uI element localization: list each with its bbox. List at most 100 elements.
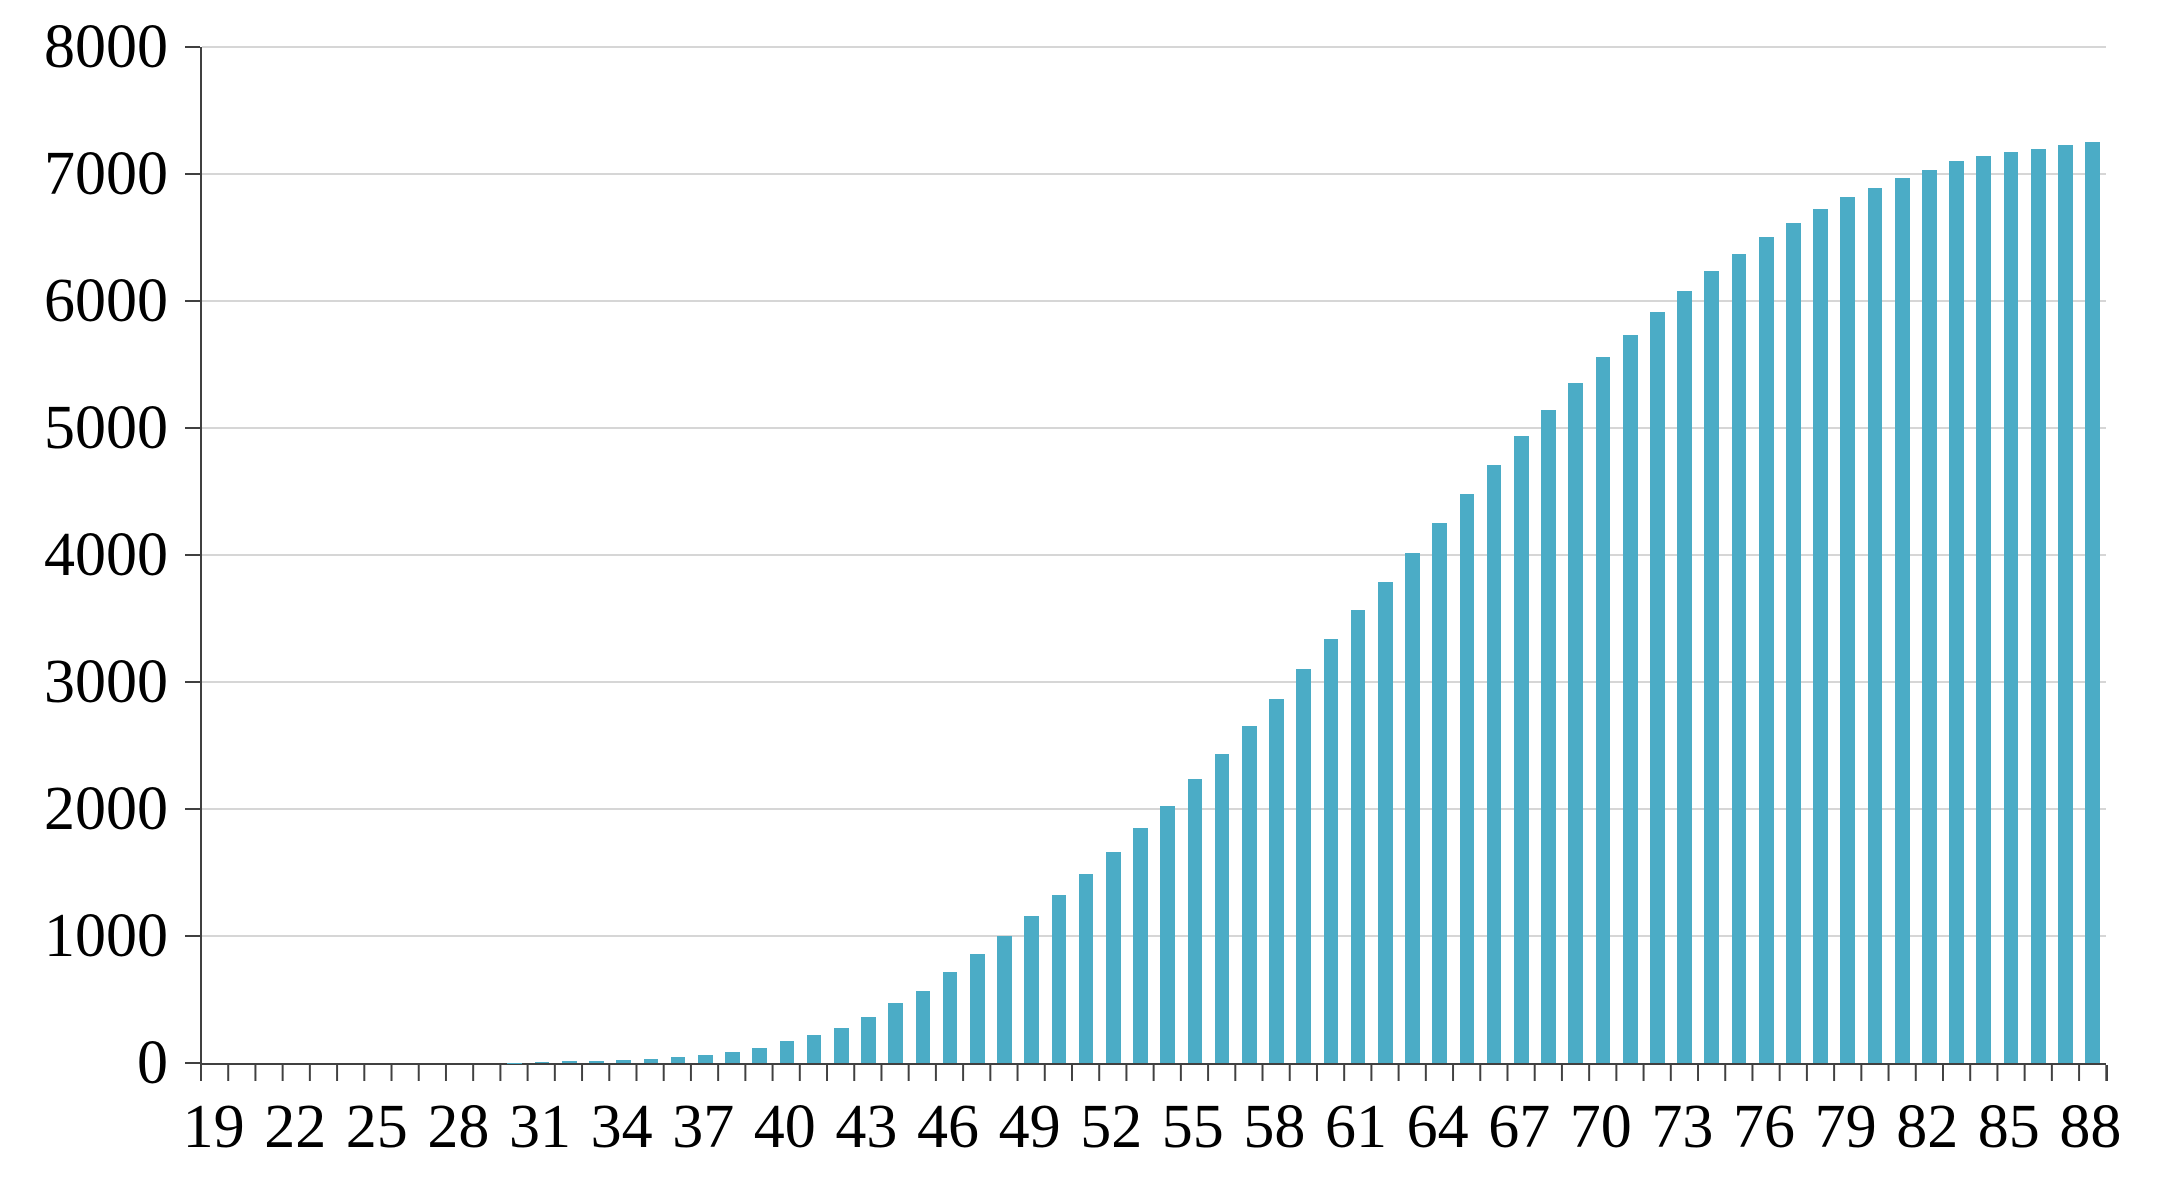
y-tick-5000 xyxy=(185,427,200,429)
y-tick-4000 xyxy=(185,554,200,556)
bar-slot-84 xyxy=(1970,47,1997,1063)
bar-72 xyxy=(1650,311,1665,1063)
bar-41 xyxy=(806,1035,822,1063)
y-tick-0 xyxy=(185,1062,200,1064)
x-axis-label-52: 52 xyxy=(1080,1093,1143,1161)
bar-slot-68 xyxy=(1535,47,1562,1063)
bar-slot-63 xyxy=(1399,47,1426,1063)
bar-54 xyxy=(1160,805,1176,1063)
bar-slot-56 xyxy=(1209,47,1236,1063)
bar-61 xyxy=(1350,609,1366,1063)
y-tick-1000 xyxy=(185,935,200,937)
bar-slot-37 xyxy=(692,47,719,1063)
y-tick-8000 xyxy=(185,46,200,48)
plot-area xyxy=(185,46,2108,1081)
bar-88 xyxy=(2085,142,2100,1063)
bar-48 xyxy=(997,935,1012,1063)
bar-slot-71 xyxy=(1617,47,1644,1063)
bar-slot-65 xyxy=(1453,47,1480,1063)
bar-60 xyxy=(1323,638,1339,1063)
y-axis-label-6000: 6000 xyxy=(44,267,168,335)
bar-52 xyxy=(1105,851,1121,1063)
bar-39 xyxy=(752,1048,767,1063)
x-axis-label-46: 46 xyxy=(917,1093,979,1161)
bar-46 xyxy=(942,972,958,1063)
gridline-4000 xyxy=(202,554,2106,556)
bar-45 xyxy=(915,991,931,1063)
y-tick-7000 xyxy=(185,173,200,175)
bar-84 xyxy=(1976,156,1992,1063)
y-axis-label-7000: 7000 xyxy=(44,140,168,208)
bar-87 xyxy=(2058,144,2073,1063)
bar-slot-33 xyxy=(583,47,610,1063)
bar-70 xyxy=(1595,357,1611,1063)
bar-slot-73 xyxy=(1671,47,1698,1063)
bar-slot-75 xyxy=(1725,47,1752,1063)
bar-slot-54 xyxy=(1154,47,1181,1063)
x-axis-label-25: 25 xyxy=(345,1093,408,1161)
bar-62 xyxy=(1377,581,1393,1063)
y-axis-label-4000: 4000 xyxy=(44,521,168,589)
bar-slot-87 xyxy=(2052,47,2079,1063)
bar-slot-72 xyxy=(1644,47,1671,1063)
bar-53 xyxy=(1133,828,1148,1063)
bar-slot-28 xyxy=(447,47,474,1063)
x-axis-label-73: 73 xyxy=(1651,1093,1714,1161)
gridline-2000 xyxy=(202,808,2106,810)
x-axis-label-22: 22 xyxy=(264,1093,327,1161)
bar-slot-32 xyxy=(556,47,583,1063)
bar-47 xyxy=(969,953,985,1063)
bar-82 xyxy=(1922,170,1937,1063)
bar-slot-52 xyxy=(1100,47,1127,1063)
bar-slot-55 xyxy=(1181,47,1208,1063)
x-axis-label-79: 79 xyxy=(1814,1093,1877,1161)
bar-76 xyxy=(1758,236,1774,1063)
bar-slot-22 xyxy=(284,47,311,1063)
bar-67 xyxy=(1514,435,1529,1063)
bar-37 xyxy=(697,1055,713,1063)
bar-35 xyxy=(643,1059,659,1063)
x-axis-label-88: 88 xyxy=(2059,1093,2122,1161)
bar-59 xyxy=(1296,668,1312,1063)
y-axis-label-8000: 8000 xyxy=(44,13,168,81)
bar-slot-57 xyxy=(1236,47,1263,1063)
gridline-1000 xyxy=(202,935,2106,937)
y-axis-label-5000: 5000 xyxy=(44,394,168,462)
bar-slot-62 xyxy=(1372,47,1399,1063)
bar-38 xyxy=(725,1052,740,1063)
bar-77 xyxy=(1786,222,1801,1063)
y-axis-label-1000: 1000 xyxy=(44,902,168,970)
bar-slot-34 xyxy=(610,47,637,1063)
bar-50 xyxy=(1051,894,1067,1063)
bar-slot-41 xyxy=(800,47,827,1063)
x-axis-label-61: 61 xyxy=(1325,1093,1387,1161)
gridline-8000 xyxy=(202,46,2106,48)
bar-58 xyxy=(1269,699,1284,1063)
x-axis-label-40: 40 xyxy=(753,1093,816,1161)
bar-slot-77 xyxy=(1780,47,1807,1063)
bar-79 xyxy=(1840,197,1856,1063)
bar-slot-35 xyxy=(637,47,664,1063)
x-axis-label-37: 37 xyxy=(672,1093,735,1161)
x-axis-label-82: 82 xyxy=(1896,1093,1959,1161)
bar-80 xyxy=(1867,187,1883,1063)
bar-83 xyxy=(1949,161,1964,1063)
bar-49 xyxy=(1024,916,1040,1063)
x-axis-label-76: 76 xyxy=(1733,1093,1795,1161)
bar-slot-76 xyxy=(1753,47,1780,1063)
bar-81 xyxy=(1894,178,1910,1063)
bar-34 xyxy=(616,1060,631,1063)
bar-78 xyxy=(1813,209,1828,1063)
bar-40 xyxy=(779,1041,795,1063)
x-axis-label-58: 58 xyxy=(1243,1093,1306,1161)
bars-layer xyxy=(202,47,2106,1063)
bar-slot-31 xyxy=(528,47,555,1063)
bar-slot-19 xyxy=(202,47,229,1063)
bar-slot-79 xyxy=(1834,47,1861,1063)
bar-33 xyxy=(589,1060,604,1063)
x-axis-label-43: 43 xyxy=(835,1093,898,1161)
bar-86 xyxy=(2030,148,2046,1063)
bar-slot-81 xyxy=(1889,47,1916,1063)
bar-73 xyxy=(1677,290,1692,1063)
x-axis-label-19: 19 xyxy=(182,1093,245,1161)
